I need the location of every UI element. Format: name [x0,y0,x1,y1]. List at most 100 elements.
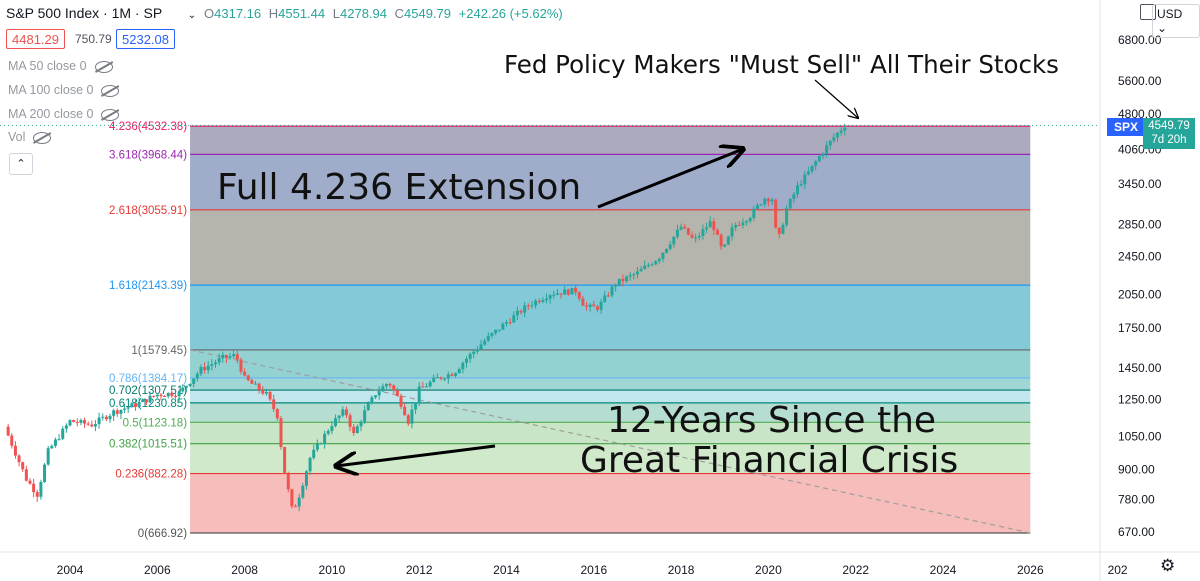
extension-arrow[interactable] [597,149,743,209]
candle-body[interactable] [843,127,847,131]
candle-body[interactable] [464,358,468,363]
candle-body[interactable] [694,237,698,239]
candle-body[interactable] [406,415,410,424]
candle-body[interactable] [741,222,745,226]
candle-body[interactable] [403,406,407,416]
candle-body[interactable] [632,274,636,276]
ma-50-indicator[interactable]: MA 50 close 0 [8,59,113,73]
candle-body[interactable] [592,304,596,307]
candle-body[interactable] [759,204,763,206]
candle-body[interactable] [825,145,829,154]
candle-body[interactable] [68,420,72,426]
candle-body[interactable] [570,287,574,295]
candle-body[interactable] [290,489,294,507]
candle-body[interactable] [534,300,538,306]
candle-body[interactable] [261,389,265,394]
candle-body[interactable] [86,423,90,425]
candle-body[interactable] [337,415,341,419]
candle-body[interactable] [719,234,723,247]
candle-body[interactable] [264,391,268,394]
candle-body[interactable] [199,366,203,374]
candle-body[interactable] [144,399,148,403]
candle-body[interactable] [690,234,694,238]
candle-body[interactable] [810,165,814,172]
candle-body[interactable] [24,469,28,481]
candle-body[interactable] [650,264,654,266]
candle-body[interactable] [254,383,258,385]
candle-body[interactable] [435,377,439,379]
candle-body[interactable] [559,293,563,295]
candle-body[interactable] [141,399,145,403]
crisis-arrow[interactable] [336,444,496,466]
candle-body[interactable] [686,228,690,235]
candle-body[interactable] [635,271,639,275]
candle-body[interactable] [239,359,243,372]
candle-body[interactable] [184,386,188,388]
candle-body[interactable] [414,402,418,410]
candle-body[interactable] [443,378,447,380]
candle-body[interactable] [646,265,650,267]
candle-body[interactable] [93,424,97,427]
candle-body[interactable] [72,420,76,422]
candle-body[interactable] [454,373,458,376]
candle-body[interactable] [723,244,727,247]
candle-body[interactable] [836,132,840,138]
candle-body[interactable] [35,492,39,497]
candle-body[interactable] [755,204,759,209]
candle-body[interactable] [279,418,283,447]
candle-body[interactable] [792,194,796,199]
candle-body[interactable] [508,322,512,324]
candle-body[interactable] [388,383,392,386]
candle-body[interactable] [352,426,356,434]
candle-body[interactable] [377,391,381,396]
candle-body[interactable] [486,335,490,341]
candle-body[interactable] [468,354,472,359]
candle-body[interactable] [399,396,403,407]
candle-body[interactable] [712,221,716,230]
candle-body[interactable] [603,295,607,302]
candle-body[interactable] [137,402,141,407]
candle-body[interactable] [428,381,432,387]
candle-body[interactable] [505,322,508,324]
candle-body[interactable] [46,448,50,465]
candle-body[interactable] [214,362,217,365]
candle-body[interactable] [286,474,290,490]
candle-body[interactable] [188,383,192,387]
candle-body[interactable] [639,269,643,272]
candle-body[interactable] [235,354,239,360]
candle-body[interactable] [763,198,767,205]
candle-body[interactable] [446,374,450,379]
candle-body[interactable] [363,410,367,422]
symbol-title[interactable]: S&P 500 Index · 1M · SP ⌄ [6,5,196,21]
candle-body[interactable] [555,293,559,295]
candle-body[interactable] [275,409,279,419]
candle-body[interactable] [166,392,170,397]
candle-body[interactable] [788,198,792,209]
candle-body[interactable] [177,391,181,397]
candle-body[interactable] [257,383,261,390]
candle-body[interactable] [170,392,174,396]
candle-body[interactable] [159,394,163,397]
candle-body[interactable] [152,395,156,397]
candle-body[interactable] [312,449,316,458]
candle-body[interactable] [657,258,661,262]
candle-body[interactable] [228,356,232,358]
candle-body[interactable] [304,471,308,486]
candle-body[interactable] [515,310,519,316]
candle-body[interactable] [614,285,618,287]
candle-body[interactable] [541,300,545,302]
candle-body[interactable] [115,410,119,414]
candle-body[interactable] [334,418,338,427]
candle-body[interactable] [588,304,592,307]
candle-body[interactable] [777,227,781,234]
candle-body[interactable] [599,301,603,310]
candle-body[interactable] [104,416,108,420]
candle-body[interactable] [10,435,14,446]
hidden-eye-icon[interactable] [101,84,120,97]
candle-body[interactable] [64,425,68,429]
candle-body[interactable] [210,364,214,366]
candle-body[interactable] [625,276,629,282]
maximize-icon[interactable] [1140,4,1156,20]
candle-body[interactable] [526,305,530,307]
candle-body[interactable] [221,354,225,359]
